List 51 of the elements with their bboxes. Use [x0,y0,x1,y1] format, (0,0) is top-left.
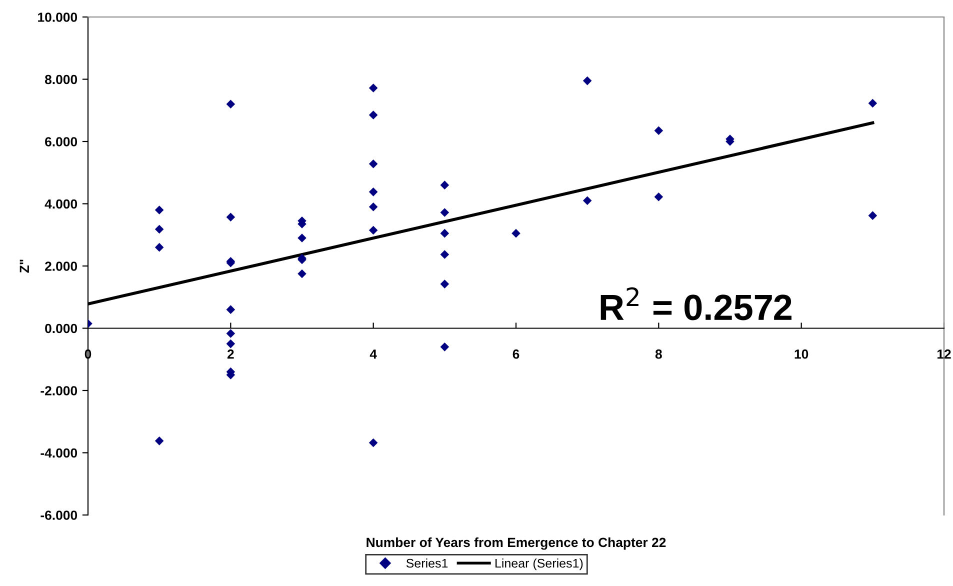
x-tick-label: 10 [794,349,808,359]
point [368,202,378,212]
point [440,280,450,288]
point [226,212,236,222]
x-tick-label: 4 [370,350,377,359]
point [582,196,592,206]
point [226,305,236,314]
point [440,228,450,238]
point [868,98,878,108]
point [226,339,236,348]
y-tick-label: -6.000 [40,510,78,520]
point [440,208,450,217]
point [868,211,878,220]
x-axis-title: Number of Years from Emergence to Chapter 22 [366,537,666,550]
point [154,242,164,252]
point [512,228,520,238]
point [298,234,306,242]
y-axis-title: Z" [20,260,29,273]
point [226,329,236,338]
legend-label: Linear (Series1) [496,558,583,570]
point [368,438,378,448]
point [654,126,664,135]
y-tick-label: -4.000 [40,448,78,458]
y-tick-label: 6.000 [45,137,78,146]
point [226,100,236,109]
point [440,250,450,259]
point [368,84,378,92]
x-tick-label: 12 [937,349,951,359]
point [154,436,164,446]
y-tick-label: -2.000 [40,386,78,396]
y-tick-label: 2.000 [45,262,78,271]
point [368,188,378,196]
y-tick-label: 8.000 [44,74,78,84]
point [298,269,306,278]
point [440,342,450,352]
point [368,110,378,120]
x-tick-label: 6 [512,349,520,359]
point [154,224,164,234]
point [654,192,664,202]
y-tick-label: 0.000 [45,324,78,334]
y-tick-label: 10.000 [38,12,78,22]
x-tick-label: 8 [655,349,662,359]
legend-label: Series1 [406,558,448,568]
point [154,206,164,214]
point [440,180,450,190]
point [368,226,378,235]
point [368,160,378,168]
x-tick-label: 2 [227,349,234,359]
annotation: R$^{2}$ = 0.2572 [600,287,792,320]
y-tick-label: 4.000 [44,199,78,209]
point [582,76,592,86]
